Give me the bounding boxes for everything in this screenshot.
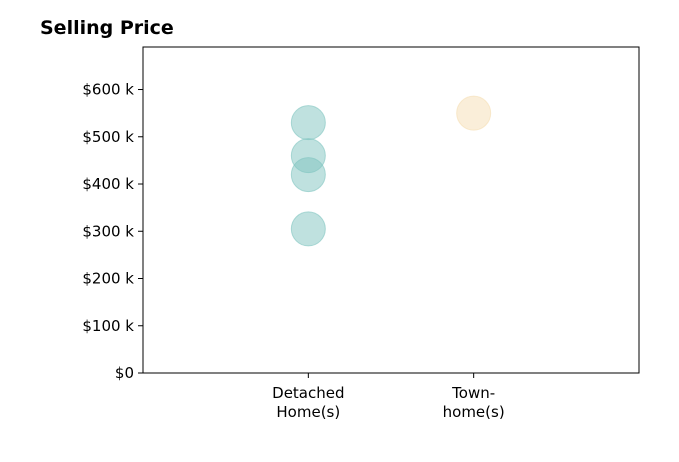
y-tick-label: $600 k (82, 81, 134, 99)
x-tick-label-line: home(s) (443, 403, 505, 421)
y-tick-label: $0 (115, 364, 134, 382)
data-point (290, 105, 326, 141)
x-tick-label-line: Town- (451, 384, 495, 402)
data-point (290, 211, 326, 247)
x-tick-label-line: Detached (272, 384, 344, 402)
chart-title: Selling Price (40, 17, 174, 39)
data-point (456, 95, 492, 131)
y-tick-label: $400 k (82, 175, 134, 193)
x-tick-label: Detached Home(s) (272, 384, 344, 421)
x-tick-label: Town-home(s) (443, 384, 505, 421)
y-tick-label: $500 k (82, 128, 134, 146)
y-tick-label: $300 k (82, 222, 134, 240)
plot-frame (142, 46, 640, 374)
y-tick-label: $100 k (82, 317, 134, 335)
y-tick-label: $200 k (82, 270, 134, 288)
data-point (290, 138, 326, 174)
x-tick-label-line: Home(s) (276, 403, 340, 421)
